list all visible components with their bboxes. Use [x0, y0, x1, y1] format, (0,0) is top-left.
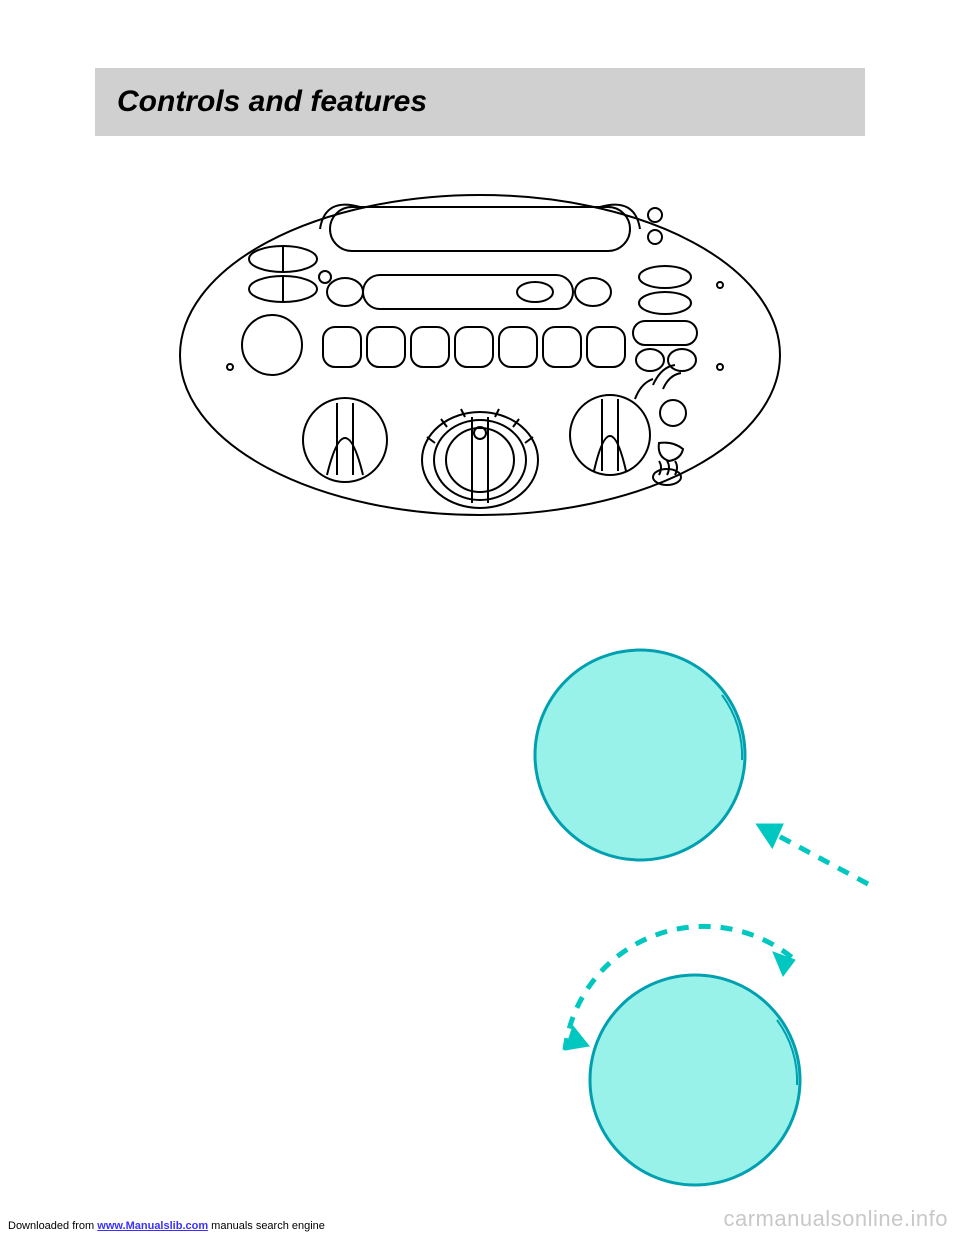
page-title: Controls and features: [117, 85, 427, 119]
knob-turn-diagram: [495, 920, 865, 1200]
manualslib-link[interactable]: www.Manualslib.com: [97, 1220, 208, 1232]
page: Controls and features: [0, 0, 960, 1242]
console-diagram: [165, 185, 795, 545]
download-footer: Downloaded from www.Manualslib.com manua…: [8, 1220, 325, 1232]
footer-trail: manuals search engine: [208, 1220, 325, 1232]
knob-push-diagram: [480, 640, 880, 900]
header-band: Controls and features: [95, 68, 865, 136]
footer-lead: Downloaded from: [8, 1220, 97, 1232]
watermark-text: carmanualsonline.info: [723, 1206, 948, 1232]
